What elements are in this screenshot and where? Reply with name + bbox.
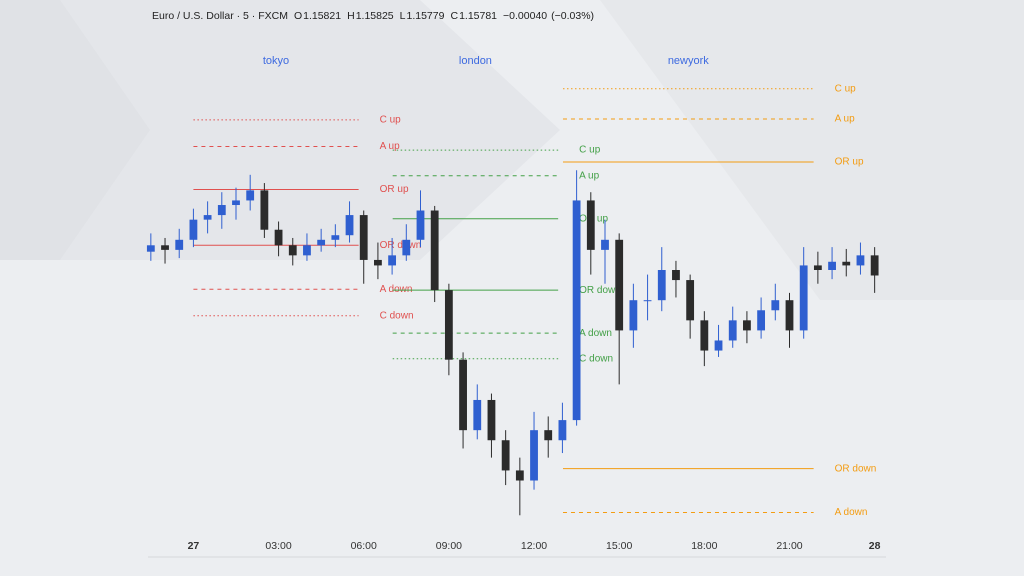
- ohlc-key: L: [400, 10, 406, 22]
- ohlc-value: 1.15781: [459, 10, 497, 22]
- candle-body: [288, 245, 297, 256]
- candle-body: [444, 290, 453, 360]
- candle-body: [374, 259, 382, 266]
- candle-body: [317, 239, 326, 246]
- candle-body: [757, 310, 766, 331]
- level-label: C up: [380, 115, 402, 126]
- x-tick-label: 12:00: [521, 540, 547, 552]
- candle-body: [416, 210, 425, 240]
- candle-body: [501, 440, 510, 471]
- x-tick-label: 28: [869, 540, 881, 552]
- chart-title: Euro / U.S. Dollar · 5 · FXCM: [152, 10, 288, 22]
- level-label: OR down: [579, 285, 621, 296]
- candle-body: [487, 399, 496, 441]
- level-label: A down: [835, 507, 868, 518]
- candle-body: [232, 200, 240, 206]
- level-label: C up: [579, 145, 601, 156]
- candle-body: [714, 340, 723, 351]
- candle-body: [217, 205, 226, 216]
- level-label: C down: [380, 310, 414, 321]
- candle-body: [530, 430, 538, 481]
- ohlc-value: 1.15821: [303, 10, 341, 22]
- candle-body: [828, 261, 836, 270]
- candle-body: [189, 219, 198, 240]
- candle-body: [771, 300, 780, 311]
- level-label: A up: [835, 114, 855, 125]
- candle-body: [672, 270, 680, 281]
- candle-body: [473, 399, 482, 431]
- x-tick-label: 09:00: [436, 540, 462, 552]
- ohlc-key: H: [347, 10, 355, 22]
- candle-body: [402, 239, 411, 256]
- x-tick-label: 18:00: [691, 540, 717, 552]
- candle-body: [785, 300, 794, 331]
- bg-shape: [600, 0, 1024, 300]
- x-tick-label: 21:00: [776, 540, 802, 552]
- candle-body: [161, 245, 169, 250]
- level-label: A up: [579, 170, 599, 181]
- candle-body: [615, 239, 624, 331]
- candle-body: [586, 200, 595, 250]
- level-label: C up: [835, 83, 857, 94]
- candle-body: [303, 245, 311, 256]
- candle-body: [515, 470, 524, 481]
- candle-body: [388, 255, 397, 266]
- candle-body: [856, 255, 865, 266]
- candle-body: [260, 190, 269, 230]
- level-label: OR up: [380, 184, 409, 195]
- x-tick-label: 03:00: [265, 540, 291, 552]
- candle-body: [146, 245, 155, 252]
- candle-body: [629, 300, 638, 331]
- x-tick-label: 06:00: [351, 540, 377, 552]
- candle-body: [274, 229, 283, 246]
- ohlc-key: C: [450, 10, 458, 22]
- candle-body: [246, 190, 255, 201]
- candle-body: [459, 359, 467, 431]
- candle-body: [572, 200, 581, 421]
- level-label: A down: [380, 284, 413, 295]
- candle-body: [601, 239, 609, 250]
- candle-body: [657, 270, 666, 301]
- level-label: A up: [380, 141, 400, 152]
- candle-body: [813, 265, 822, 270]
- ohlc-value: 1.15779: [407, 10, 445, 22]
- session-label: london: [459, 55, 492, 67]
- x-tick-label: 15:00: [606, 540, 632, 552]
- candle-body: [203, 215, 212, 220]
- candle-body: [643, 300, 652, 302]
- candle-body: [345, 215, 354, 236]
- x-tick-label: 27: [188, 540, 200, 552]
- candle-body: [700, 320, 709, 351]
- level-label: OR up: [835, 157, 864, 168]
- candle-body: [544, 430, 553, 441]
- candle-body: [870, 255, 879, 276]
- candle-body: [728, 320, 737, 341]
- candle-body: [799, 265, 808, 331]
- ohlc-value: 1.15825: [356, 10, 394, 22]
- change-pct: (−0.03%): [551, 10, 594, 22]
- level-label: OR down: [835, 463, 877, 474]
- candle-body: [430, 210, 439, 291]
- change: −0.00040: [503, 10, 547, 22]
- candle-body: [842, 261, 851, 266]
- level-label: A down: [579, 328, 612, 339]
- bg-shape: [0, 0, 150, 260]
- session-label: newyork: [668, 55, 709, 67]
- ohlc-key: O: [294, 10, 302, 22]
- candle-body: [686, 280, 695, 321]
- level-label: C down: [579, 353, 613, 364]
- candle-body: [331, 235, 340, 240]
- candle-body: [743, 320, 751, 331]
- session-label: tokyo: [263, 55, 289, 67]
- candle-body: [175, 239, 184, 250]
- candle-body: [558, 420, 567, 441]
- level-label: OR down: [380, 240, 422, 251]
- candle-body: [359, 215, 368, 260]
